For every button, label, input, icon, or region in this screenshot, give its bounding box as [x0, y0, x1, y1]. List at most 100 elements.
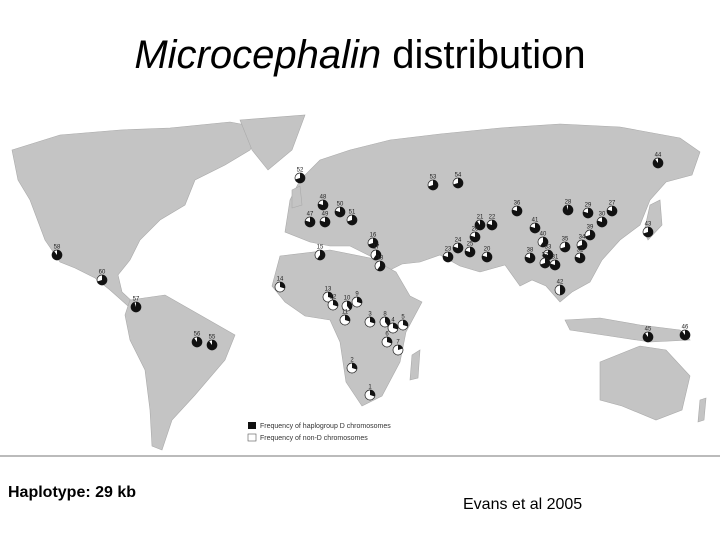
site-label: 48 — [320, 195, 327, 201]
site-label: 17 — [373, 245, 380, 251]
site-label: 36 — [514, 201, 521, 207]
pie-d-wedge — [453, 177, 464, 188]
site-label: 1 — [368, 385, 372, 391]
pie-d-wedge — [370, 317, 375, 324]
site-label: 47 — [307, 212, 314, 218]
pie-d-wedge — [597, 217, 607, 227]
pie-d-wedge — [428, 180, 439, 190]
site-label: 9 — [355, 292, 359, 298]
pie-d-wedge — [352, 363, 358, 370]
pie-d-wedge — [464, 247, 475, 257]
world-map: Frequency of haplogroup D chromosomes Fr… — [11, 114, 707, 451]
pie-d-wedge — [543, 250, 553, 260]
site-label: 6 — [385, 332, 389, 338]
pie-d-wedge — [643, 227, 654, 237]
pie-d-wedge — [295, 173, 306, 183]
pie-d-wedge — [328, 292, 333, 299]
site-label: 60 — [99, 270, 106, 276]
pie-d-wedge — [575, 253, 585, 263]
site-label: 13 — [325, 287, 332, 293]
slide-title: Microcephalin distribution — [134, 33, 585, 77]
legend-text: Frequency of haplogroup D chromosomes — [260, 423, 391, 430]
site-label: 22 — [489, 215, 496, 221]
site-label: 58 — [54, 245, 61, 251]
site-label: 50 — [337, 202, 344, 208]
pie-d-wedge — [387, 337, 392, 344]
site-label: 26 — [472, 227, 479, 233]
site-label: 3 — [368, 312, 372, 318]
site-label: 2 — [350, 358, 354, 364]
pie-d-wedge — [333, 300, 338, 307]
site-label: 23 — [445, 247, 452, 253]
site-label: 30 — [599, 212, 606, 218]
british-isles — [291, 185, 303, 209]
pie-d-wedge — [345, 315, 350, 322]
pie-d-wedge — [470, 232, 480, 243]
pie-d-wedge — [357, 297, 362, 304]
pie-d-wedge — [525, 253, 535, 263]
pie-d-wedge — [481, 252, 492, 262]
pie-d-wedge — [560, 285, 565, 295]
site-label: 40 — [540, 232, 547, 238]
site-label: 29 — [585, 203, 592, 209]
south-america — [124, 294, 236, 451]
site-label: 49 — [322, 212, 329, 218]
site-label: 14 — [277, 277, 284, 283]
pie-d-wedge — [334, 207, 345, 218]
pie-d-wedge — [403, 320, 408, 327]
site-label: 24 — [455, 238, 462, 244]
greenland — [239, 114, 306, 171]
site-label: 7 — [396, 340, 400, 346]
site-label: 16 — [370, 233, 377, 239]
site-label: 11 — [342, 310, 349, 316]
pie-d-wedge — [317, 250, 325, 260]
pie-d-wedge — [280, 282, 285, 289]
pie-d-wedge — [207, 340, 218, 350]
site-label: 52 — [297, 168, 304, 174]
eurasia — [284, 123, 701, 303]
pie-d-wedge — [530, 223, 540, 234]
pie-d-wedge — [319, 217, 330, 227]
pie-d-wedge — [317, 200, 329, 211]
site-label: 34 — [579, 235, 586, 241]
indonesia — [564, 317, 691, 343]
site-label: 31 — [552, 255, 559, 261]
pie-d-wedge — [347, 215, 357, 225]
site-label: 12 — [330, 295, 337, 301]
pie-d-wedge — [370, 390, 375, 397]
pie-d-wedge — [97, 275, 107, 285]
pie-d-wedge — [560, 242, 570, 253]
site-label: 5 — [401, 315, 405, 321]
pie-d-wedge — [653, 158, 664, 168]
pie-d-wedge — [305, 217, 316, 228]
site-label: 21 — [477, 215, 484, 221]
site-label: 35 — [562, 237, 569, 243]
site-label: 42 — [557, 280, 564, 286]
pie-d-wedge — [130, 302, 141, 312]
site-label: 27 — [609, 201, 616, 207]
legend-swatch-d — [248, 422, 256, 429]
site-label: 8 — [383, 312, 387, 318]
pie-d-wedge — [347, 301, 352, 311]
site-label: 28 — [565, 200, 572, 206]
site-label: 41 — [532, 218, 539, 224]
site-label: 18 — [377, 256, 384, 262]
footer-right: Evans et al 2005 — [463, 496, 582, 513]
title-italic: Microcephalin — [134, 33, 381, 77]
pie-d-wedge — [511, 206, 522, 217]
site-label: 10 — [344, 296, 351, 302]
site-label: 44 — [655, 153, 662, 159]
pie-d-wedge — [385, 317, 391, 327]
pie-d-wedge — [368, 237, 379, 248]
north-america — [11, 121, 263, 307]
site-label: 57 — [133, 297, 140, 303]
site-label: 33 — [545, 245, 552, 251]
pie-d-wedge — [607, 206, 617, 217]
new-zealand — [697, 397, 707, 423]
site-label: 53 — [430, 175, 437, 181]
pie-d-wedge — [540, 258, 550, 268]
pie-d-wedge — [398, 345, 403, 350]
pie-d-wedge — [550, 260, 561, 270]
